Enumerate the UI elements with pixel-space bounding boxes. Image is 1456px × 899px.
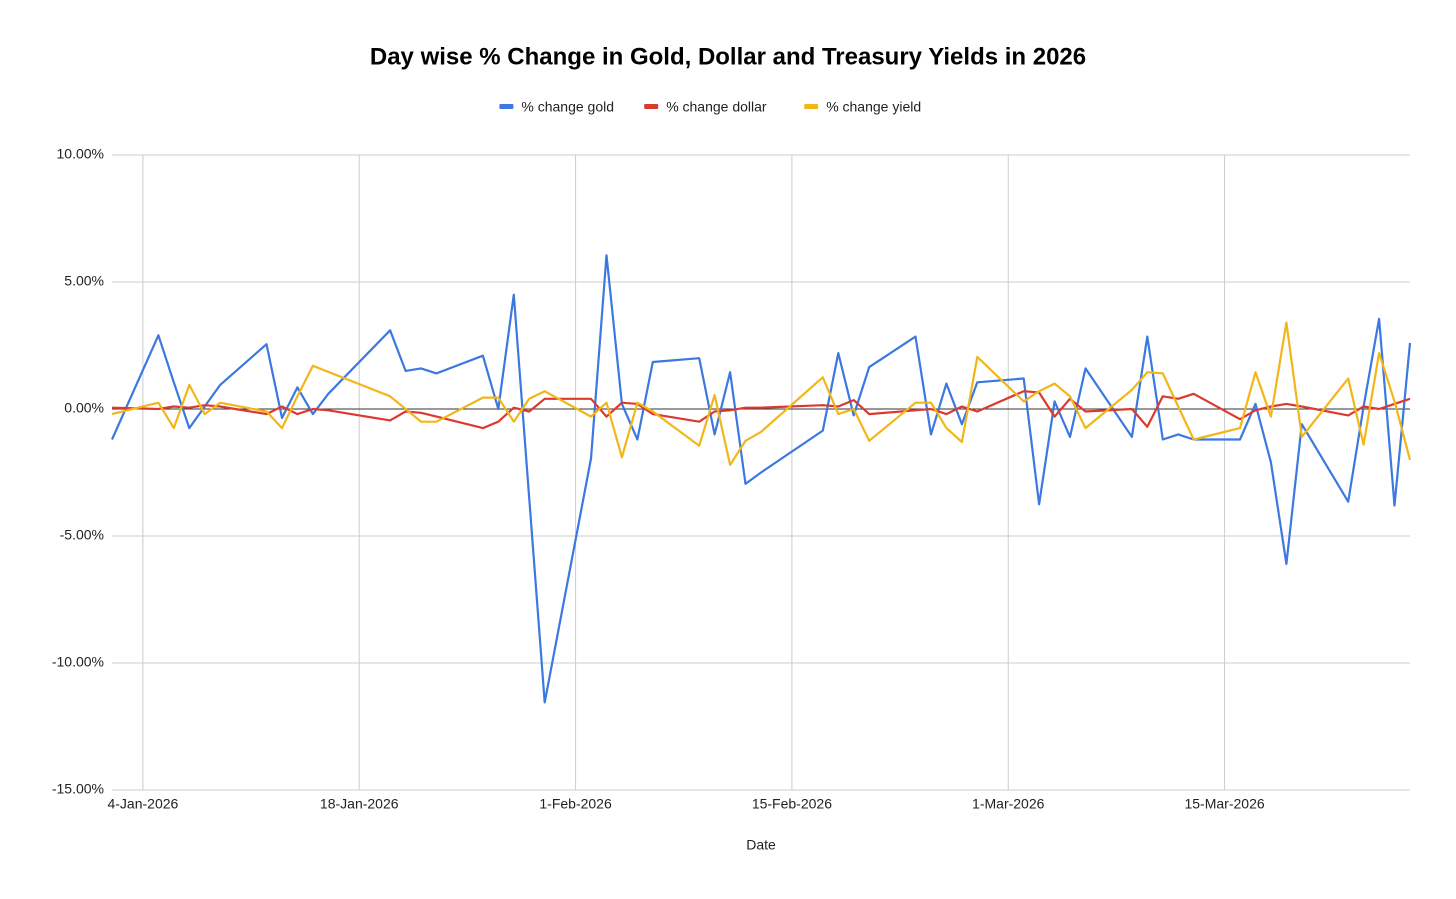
legend-label: % change dollar <box>666 99 767 115</box>
legend-swatch <box>499 104 514 109</box>
y-tick-label: -15.00% <box>52 781 104 797</box>
x-tick-label: 1-Mar-2026 <box>972 796 1045 812</box>
series-line <box>111 390 1411 430</box>
legend-swatch <box>804 104 819 109</box>
x-tick-label: 18-Jan-2026 <box>320 796 399 812</box>
chart-title: Day wise % Change in Gold, Dollar and Tr… <box>370 43 1086 70</box>
y-tick-label: -10.00% <box>52 654 104 670</box>
series-line <box>110 254 1412 704</box>
y-tick-label: 0.00% <box>64 400 104 416</box>
x-tick-label: 1-Feb-2026 <box>539 796 612 812</box>
x-tick-label: 4-Jan-2026 <box>107 796 178 812</box>
y-tick-label: 5.00% <box>64 273 104 289</box>
y-tick-label: 10.00% <box>57 146 104 162</box>
legend-swatch <box>644 104 659 109</box>
x-tick-label: 15-Mar-2026 <box>1184 796 1264 812</box>
legend-label: % change gold <box>521 99 614 115</box>
y-tick-label: -5.00% <box>60 527 104 543</box>
series-line <box>111 321 1412 466</box>
x-axis-label: Date <box>746 837 776 853</box>
legend-label: % change yield <box>826 99 921 115</box>
x-tick-label: 15-Feb-2026 <box>752 796 832 812</box>
